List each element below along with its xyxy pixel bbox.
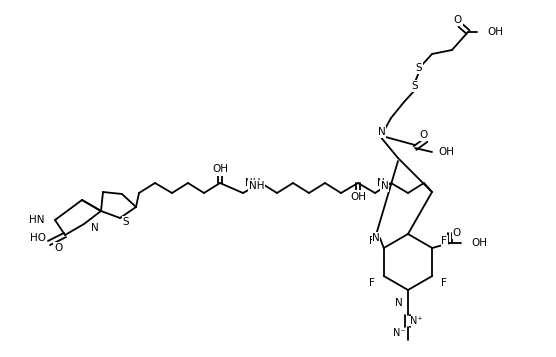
Text: OH: OH <box>350 191 366 201</box>
Text: F: F <box>441 236 448 246</box>
Text: O: O <box>453 228 461 238</box>
Text: NH: NH <box>249 181 265 191</box>
Text: OH: OH <box>438 147 454 157</box>
Text: F: F <box>441 278 448 288</box>
Text: NH: NH <box>245 178 261 188</box>
Text: S: S <box>411 81 418 91</box>
Text: S: S <box>416 63 423 73</box>
Text: O: O <box>420 130 428 140</box>
Text: F: F <box>369 236 375 246</box>
Text: N⁺: N⁺ <box>410 316 423 326</box>
Text: N: N <box>395 297 403 307</box>
Text: S: S <box>123 217 130 227</box>
Text: HO: HO <box>30 233 46 243</box>
Text: OH: OH <box>212 165 228 175</box>
Text: OH: OH <box>212 164 228 174</box>
Text: O: O <box>54 243 62 253</box>
Text: N: N <box>381 181 389 191</box>
Text: N: N <box>372 233 380 243</box>
Text: OH: OH <box>350 192 366 202</box>
Text: OH: OH <box>487 27 503 37</box>
Text: N: N <box>378 127 386 137</box>
Text: N⁻: N⁻ <box>393 328 405 338</box>
Text: OH: OH <box>471 238 487 248</box>
Text: N: N <box>91 223 99 233</box>
Text: N: N <box>377 178 385 188</box>
Text: O: O <box>454 15 462 25</box>
Text: F: F <box>369 278 375 288</box>
Text: HN: HN <box>28 215 44 225</box>
